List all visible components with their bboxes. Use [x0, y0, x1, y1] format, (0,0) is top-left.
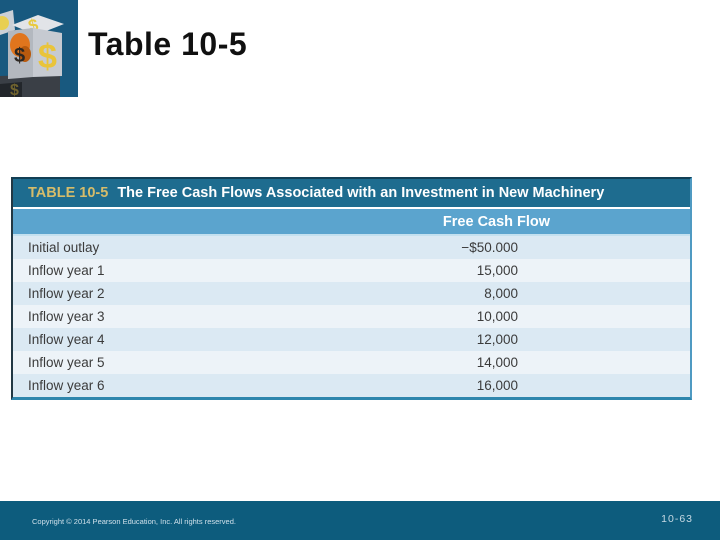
svg-text:$: $ [14, 45, 25, 67]
row-value: 8,000 [484, 286, 518, 301]
dollar-dice-graphic: $ $ $ $ [0, 0, 78, 99]
dollar-dice-icon: $ $ $ $ [0, 0, 78, 99]
row-label: Inflow year 3 [28, 309, 105, 324]
row-value: 10,000 [476, 309, 518, 324]
page-title: Table 10-5 [88, 26, 248, 62]
row-label: Initial outlay [28, 240, 100, 255]
free-cash-flow-table: TABLE 10-5 The Free Cash Flows Associated… [11, 177, 692, 400]
row-label: Inflow year 4 [28, 332, 105, 347]
svg-text:$: $ [38, 38, 57, 76]
table-header: TABLE 10-5 The Free Cash Flows Associated… [13, 179, 690, 209]
row-value: 15,000 [476, 263, 518, 278]
copyright-text: Copyright © 2014 Pearson Education, Inc.… [32, 517, 236, 526]
table-body: Initial outlay −$50.000 Inflow year 1 15… [13, 236, 690, 397]
table-row: Inflow year 3 10,000 [13, 305, 690, 328]
row-label: Inflow year 6 [28, 378, 105, 393]
row-label: Inflow year 5 [28, 355, 105, 370]
table-row: Inflow year 6 16,000 [13, 374, 690, 397]
row-value: 16,000 [476, 378, 518, 393]
column-header-row: Free Cash Flow [13, 209, 690, 236]
column-header-free-cash-flow: Free Cash Flow [442, 213, 551, 230]
svg-text:$: $ [10, 82, 19, 97]
page-number: 10-63 [661, 513, 693, 525]
table-row: Inflow year 5 14,000 [13, 351, 690, 374]
table-row: Inflow year 2 8,000 [13, 282, 690, 305]
table-row: Inflow year 4 12,000 [13, 328, 690, 351]
table-caption: The Free Cash Flows Associated with an I… [117, 185, 605, 201]
row-label: Inflow year 2 [28, 286, 105, 301]
row-value: −$50.000 [461, 240, 518, 255]
footer-bar: Copyright © 2014 Pearson Education, Inc.… [0, 501, 720, 540]
table-row: Inflow year 1 15,000 [13, 259, 690, 282]
row-value: 12,000 [476, 332, 518, 347]
row-label: Inflow year 1 [28, 263, 105, 278]
table-row: Initial outlay −$50.000 [13, 236, 690, 259]
table-number-label: TABLE 10-5 [28, 185, 109, 201]
row-value: 14,000 [476, 355, 518, 370]
